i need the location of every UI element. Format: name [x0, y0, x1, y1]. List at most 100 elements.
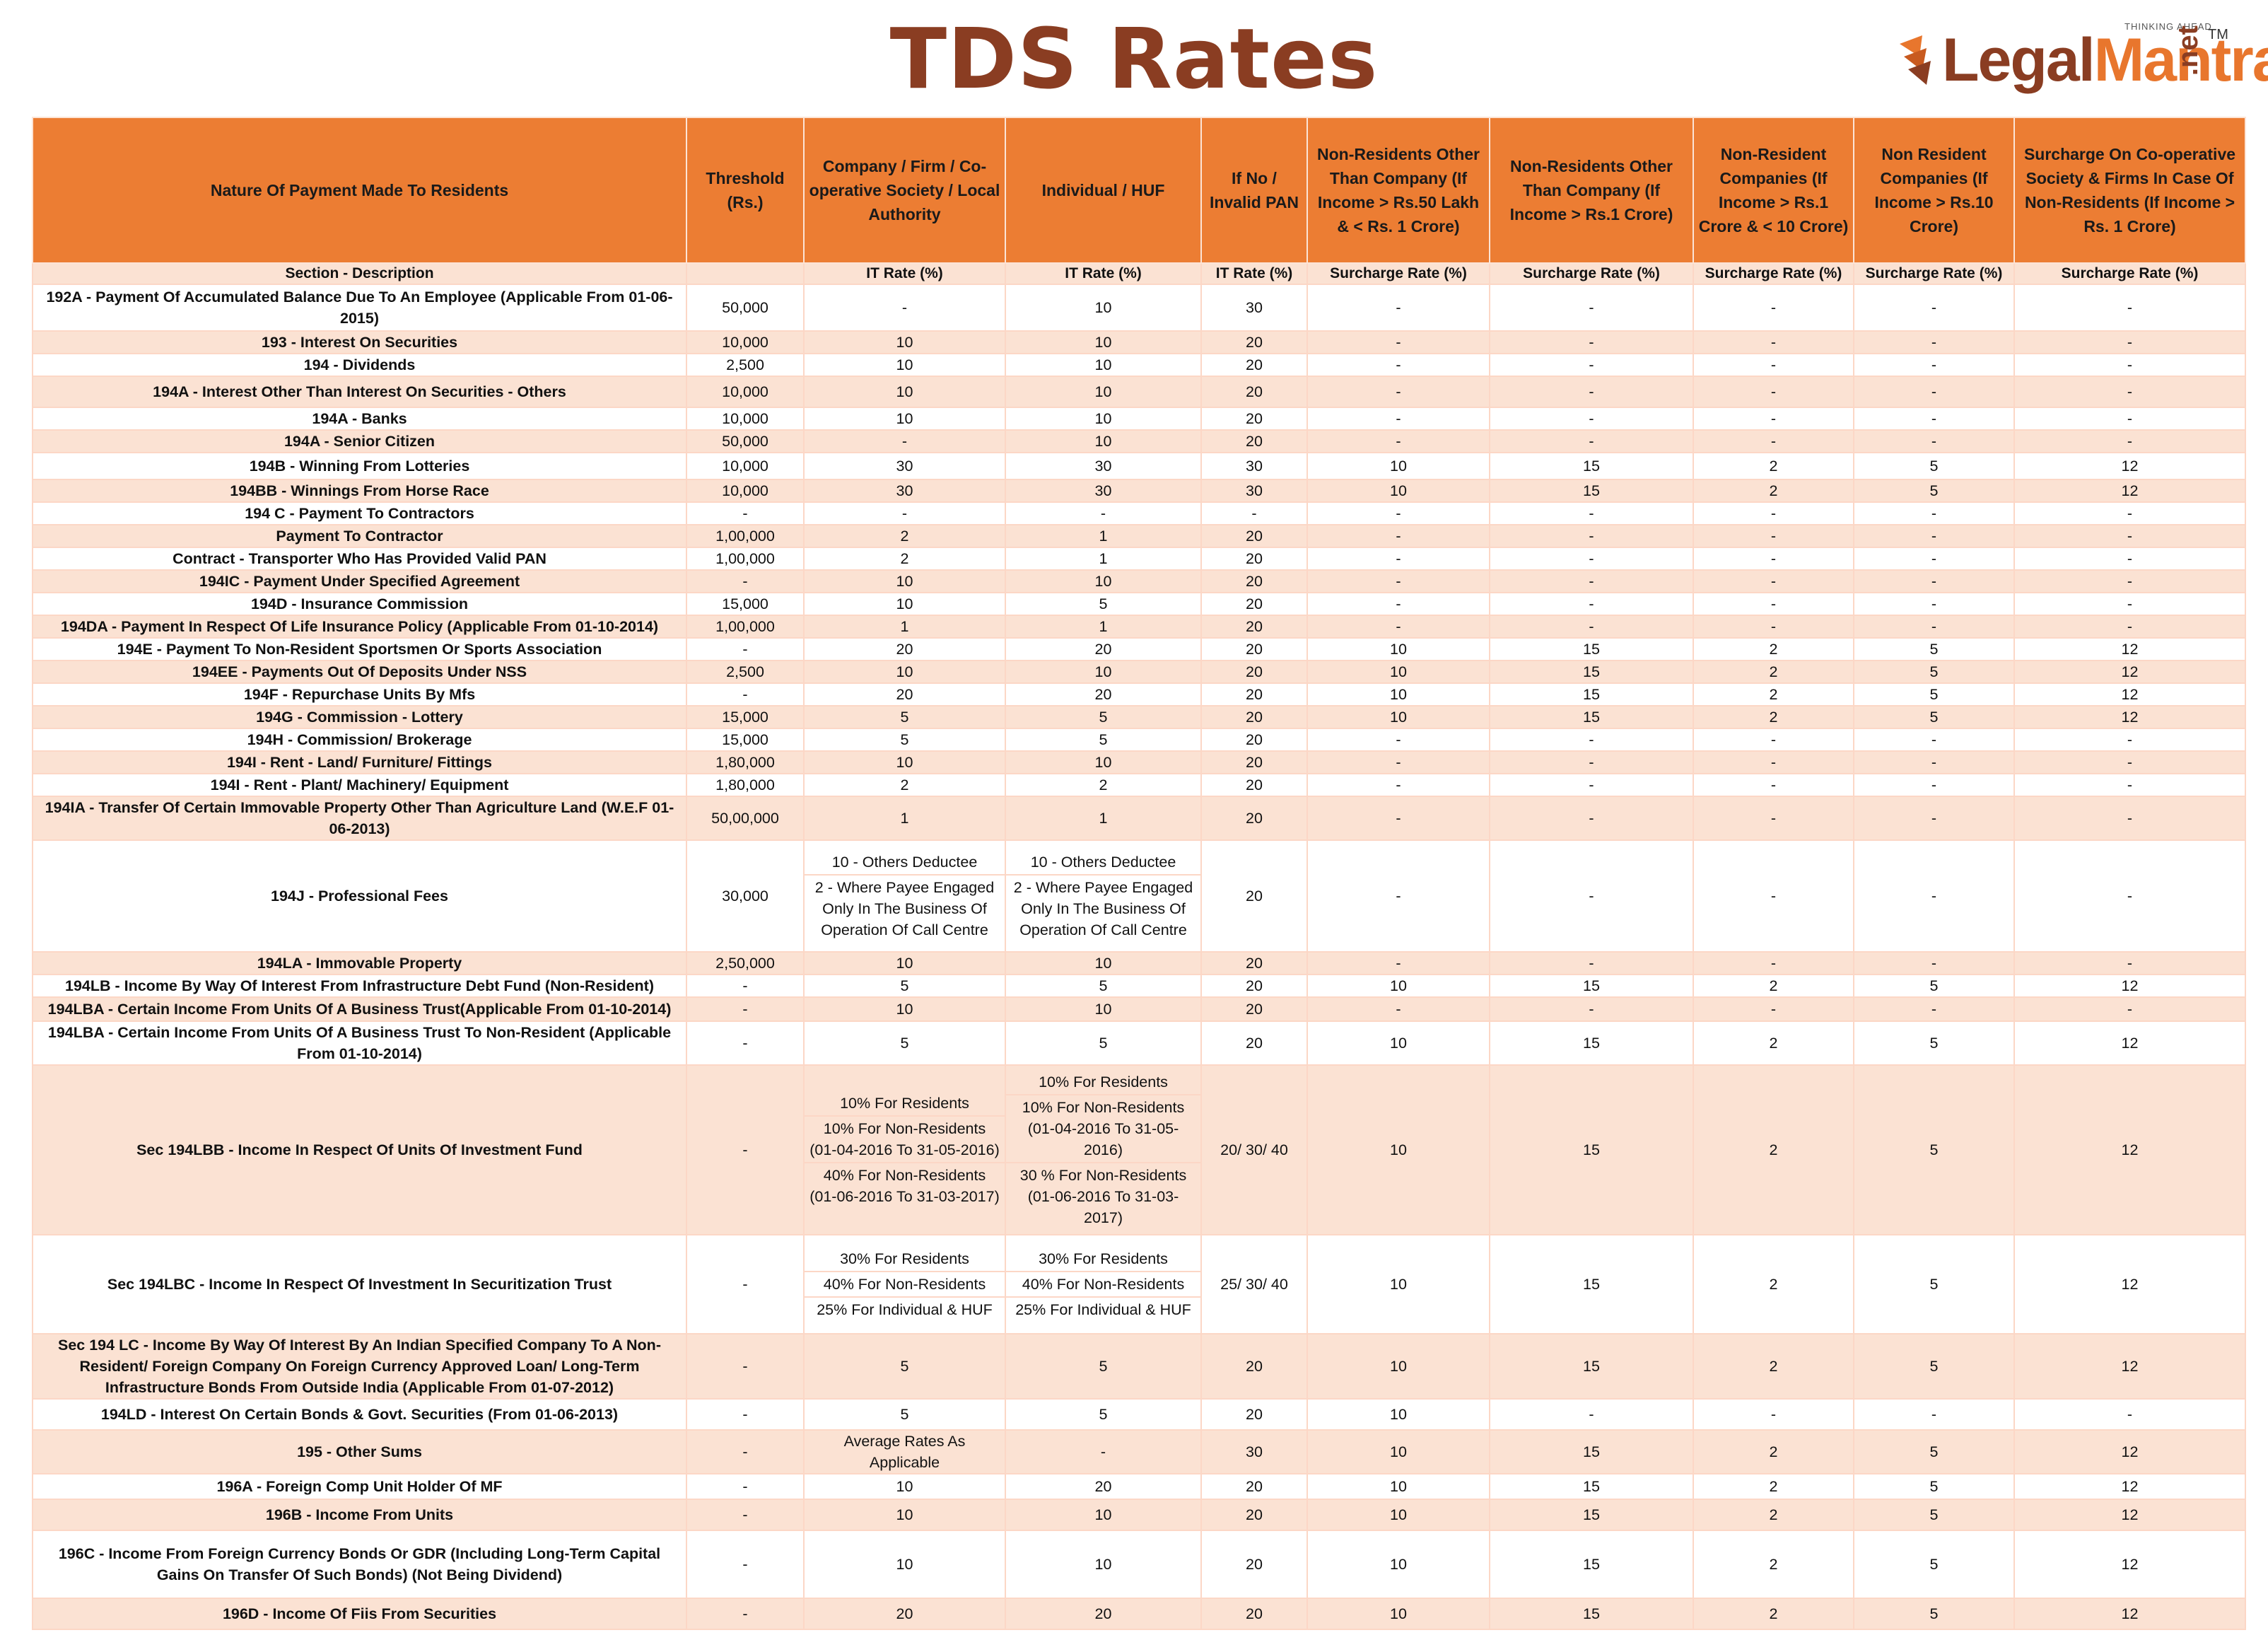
table-row: 194A - Senior Citizen 50,000-10 20- - - - - [32, 429, 2246, 453]
rate-cell: 15,000 [686, 728, 805, 752]
rate-cell: 20 [1200, 660, 1308, 684]
rate-cell: 10 [1005, 1530, 1202, 1599]
rate-cell: - [1489, 429, 1694, 453]
rate-cell: 10 [1005, 569, 1202, 593]
rate-cell: - [1307, 951, 1490, 975]
rate-cell: 10% For Residents 10% For Non-Residents (… [803, 1064, 1006, 1235]
rate-line: 2 - Where Payee Engaged Only In The Busi… [1013, 879, 1193, 938]
rate-cell: - [1489, 996, 1694, 1022]
rate-cell: 15 [1489, 660, 1694, 684]
rate-cell: - [686, 1499, 805, 1531]
rate-line: 30% For Residents [805, 1247, 1004, 1272]
rate-cell: - [686, 1530, 805, 1599]
rate-cell: 20 [1005, 637, 1202, 661]
rate-cell: 5 [1853, 452, 2015, 480]
rate-cell: - [1307, 592, 1490, 616]
rate-cell: 2 [1005, 773, 1202, 797]
page-title: TDS Rates [889, 10, 1379, 107]
rate-cell: 10 [803, 353, 1006, 377]
rate-cell: - [1489, 501, 1694, 525]
table-row: 194E - Payment To Non-Resident Sportsmen… [32, 637, 2246, 661]
rate-cell: 2 [1693, 479, 1854, 503]
rate-cell: 10 [1307, 1598, 1490, 1630]
section-description: 194A - Banks [32, 407, 687, 431]
rate-cell: 5 [803, 1398, 1006, 1431]
rate-cell: 10 [1307, 1499, 1490, 1531]
logo-mark-icon [1900, 35, 1931, 85]
rate-cell: 5 [1853, 1234, 2015, 1334]
table-row: Sec 194LBB - Income In Respect Of Units … [32, 1064, 2246, 1235]
section-description: 192A - Payment Of Accumulated Balance Du… [32, 284, 687, 332]
rate-cell: 15 [1489, 705, 1694, 729]
rate-cell: 12 [2013, 1020, 2246, 1066]
rate-cell: 1,00,000 [686, 547, 805, 571]
rate-line: 10% For Non-Residents (01-04-2016 To 31-… [805, 1117, 1004, 1163]
rate-cell: - [686, 1333, 805, 1400]
rate-cell: 2 [1693, 1598, 1854, 1630]
rate-cell: 10 [1307, 1333, 1490, 1400]
table-row: 194DA - Payment In Respect Of Life Insur… [32, 615, 2246, 639]
table-row: 196C - Income From Foreign Currency Bond… [32, 1530, 2246, 1599]
rate-cell: 20 [1200, 615, 1308, 639]
rate-cell: - [2013, 429, 2246, 453]
rate-cell: - [686, 1398, 805, 1431]
rate-cell: - [686, 637, 805, 661]
rate-cell: 20 [1200, 592, 1308, 616]
section-description: 194E - Payment To Non-Resident Sportsmen… [32, 637, 687, 661]
rate-cell: 5 [803, 728, 1006, 752]
table-row: 194J - Professional Fees 30,000 10 - Other… [32, 839, 2246, 953]
rate-cell: - [1853, 429, 2015, 453]
rate-cell: 20 [1200, 637, 1308, 661]
rate-cell: - [1489, 615, 1694, 639]
section-description: 194BB - Winnings From Horse Race [32, 479, 687, 503]
section-description: 194J - Professional Fees [32, 839, 687, 953]
rate-cell: 10 [1005, 407, 1202, 431]
rate-cell: - [1489, 1398, 1694, 1431]
rate-cell: 1,00,000 [686, 524, 805, 548]
subheader-cell: Surcharge Rate (%) [1307, 262, 1490, 285]
rate-cell: 10 [1005, 376, 1202, 408]
rate-cell: - [1307, 429, 1490, 453]
rate-cell: - [1489, 547, 1694, 571]
rate-cell: - [1853, 524, 2015, 548]
rate-cell: 10,000 [686, 479, 805, 503]
rate-cell: - [1307, 547, 1490, 571]
rate-cell: - [1489, 839, 1694, 953]
rate-cell: - [1853, 330, 2015, 354]
tds-rates-table: Nature Of Payment Made To Residents Thre… [32, 117, 2246, 1630]
rate-cell: - [1693, 951, 1854, 975]
rate-cell: 10 [1307, 1530, 1490, 1599]
rate-cell: - [686, 1064, 805, 1235]
section-description: 194I - Rent - Plant/ Machinery/ Equipmen… [32, 773, 687, 797]
section-description: 196A - Foreign Comp Unit Holder Of MF [32, 1473, 687, 1500]
rate-cell: Average Rates As Applicable [803, 1429, 1006, 1474]
rate-cell: 10 [803, 592, 1006, 616]
rate-cell: 15 [1489, 1020, 1694, 1066]
rate-cell: - [1693, 1398, 1854, 1431]
rate-cell: 15 [1489, 1234, 1694, 1334]
rate-cell: 2 [1693, 1333, 1854, 1400]
rate-cell: 1 [803, 615, 1006, 639]
rate-cell: 12 [2013, 1333, 2246, 1400]
rate-cell: - [1307, 330, 1490, 354]
rate-cell: - [2013, 330, 2246, 354]
rate-cell: - [1489, 728, 1694, 752]
rate-cell: - [2013, 501, 2246, 525]
rate-cell: - [2013, 951, 2246, 975]
rate-cell: 25/ 30/ 40 [1200, 1234, 1308, 1334]
section-description: 194LBA - Certain Income From Units Of A … [32, 1020, 687, 1066]
section-description: 194F - Repurchase Units By Mfs [32, 682, 687, 706]
rate-cell: 5 [1853, 1429, 2015, 1474]
section-description: 196D - Income Of Fiis From Securities [32, 1598, 687, 1630]
rate-cell: 2 [1693, 1530, 1854, 1599]
subheader-row: Section - Description IT Rate (%) IT Rat… [32, 262, 2246, 285]
section-description: 193 - Interest On Securities [32, 330, 687, 354]
rate-cell: 5 [803, 974, 1006, 998]
rate-cell: - [2013, 524, 2246, 548]
rate-cell: 10 [1307, 1234, 1490, 1334]
table-row: 194LD - Interest On Certain Bonds & Govt… [32, 1398, 2246, 1431]
rate-cell: - [2013, 728, 2246, 752]
section-description: 194LD - Interest On Certain Bonds & Govt… [32, 1398, 687, 1431]
rate-cell: 10 [1005, 429, 1202, 453]
rate-cell: 12 [2013, 1234, 2246, 1334]
